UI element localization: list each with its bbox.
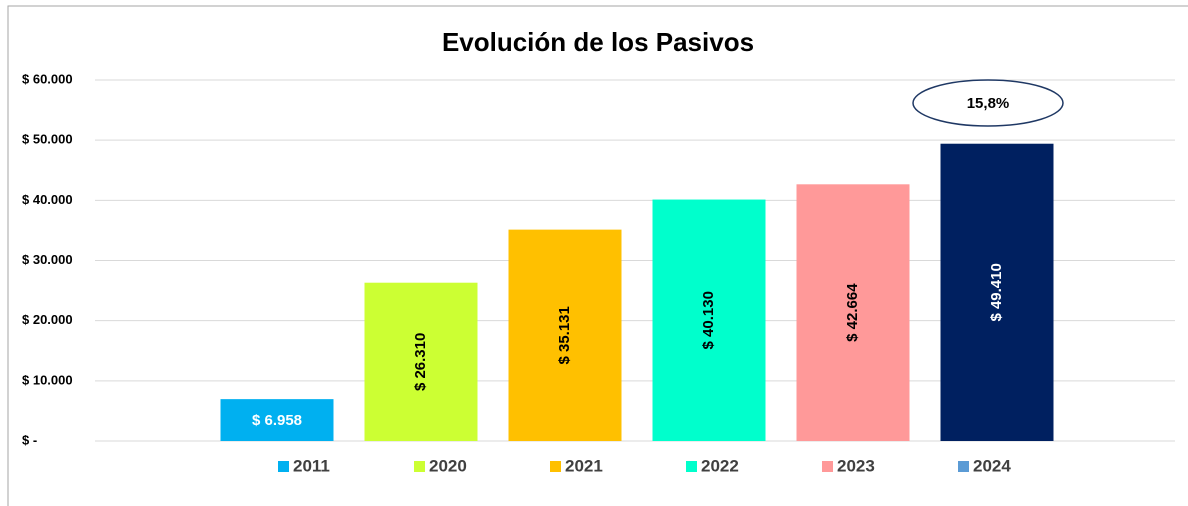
bar: [796, 184, 910, 441]
legend-label: 2011: [293, 456, 330, 475]
legend-swatch: [958, 461, 969, 472]
bar: [508, 229, 622, 441]
chart-title: Evolución de los Pasivos: [442, 27, 754, 57]
annotation: 15,8%: [967, 95, 1010, 112]
legend-swatch: [278, 461, 289, 472]
value-label: $ 42.664: [844, 283, 861, 342]
bar: [364, 282, 478, 441]
annotation-ellipse: [912, 79, 1064, 127]
y-tick-label: $ 40.000: [22, 192, 73, 207]
value-label: $ 26.310: [412, 333, 429, 391]
y-tick-label: $ 60.000: [22, 71, 73, 86]
y-tick-label: $ 10.000: [22, 372, 73, 387]
bar: [220, 399, 334, 441]
y-tick-label: $ -: [22, 432, 37, 447]
legend-label: 2023: [837, 456, 875, 475]
value-label: $ 40.130: [700, 291, 717, 349]
y-tick-label: $ 30.000: [22, 252, 73, 267]
y-tick-label: $ 20.000: [22, 312, 73, 327]
legend-swatch: [550, 461, 561, 472]
legend-swatch: [414, 461, 425, 472]
legend-label: 2020: [429, 456, 467, 475]
bar: [652, 199, 766, 441]
value-label: $ 49.410: [988, 263, 1005, 321]
legend-label: 2024: [973, 456, 1011, 475]
value-label: $ 35.131: [556, 306, 573, 364]
bar: [940, 143, 1054, 442]
value-label: $ 6.958: [252, 412, 302, 429]
y-tick-label: $ 50.000: [22, 132, 73, 147]
legend-swatch: [822, 461, 833, 472]
legend-label: 2021: [565, 456, 603, 475]
legend-swatch: [686, 461, 697, 472]
legend-label: 2022: [701, 456, 739, 475]
